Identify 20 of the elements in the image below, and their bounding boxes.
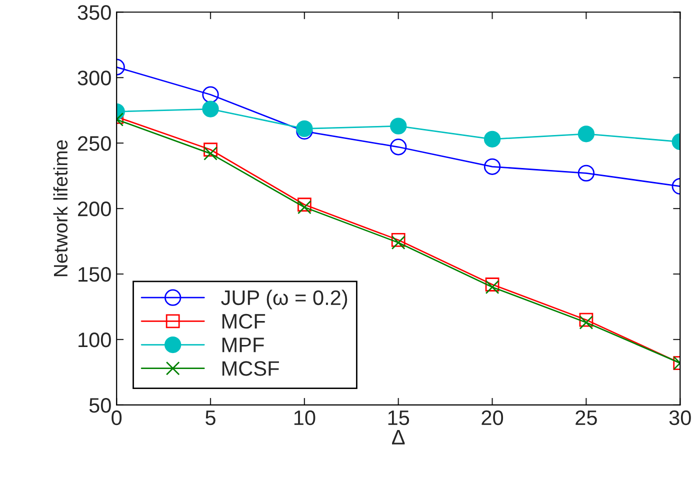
x-tick-label: 25 xyxy=(576,410,597,426)
x-tick-label: 5 xyxy=(206,410,216,426)
y-tick-label: 250 xyxy=(78,136,111,151)
x-tick-label: 0 xyxy=(112,410,122,426)
legend-label: JUP (ω = 0.2) xyxy=(221,290,348,310)
legend-label: MCF xyxy=(222,314,266,329)
y-tick-label: 350 xyxy=(78,5,111,20)
y-tick-label: 100 xyxy=(78,332,111,348)
x-tick-label: 10 xyxy=(294,410,316,426)
legend-label: MCSF xyxy=(222,361,279,376)
y-tick-label: 300 xyxy=(78,70,111,86)
y-axis-title: Network lifetime xyxy=(53,140,68,276)
y-tick-label: 200 xyxy=(78,202,111,216)
x-tick-label: 30 xyxy=(669,410,691,426)
y-tick-label: 50 xyxy=(89,398,111,413)
y-tick-label: 150 xyxy=(78,267,111,282)
legend-label: MPF xyxy=(222,338,264,352)
x-tick-label: 20 xyxy=(482,410,504,426)
x-axis-title: Δ xyxy=(392,430,405,444)
x-tick-label: 15 xyxy=(388,410,410,426)
